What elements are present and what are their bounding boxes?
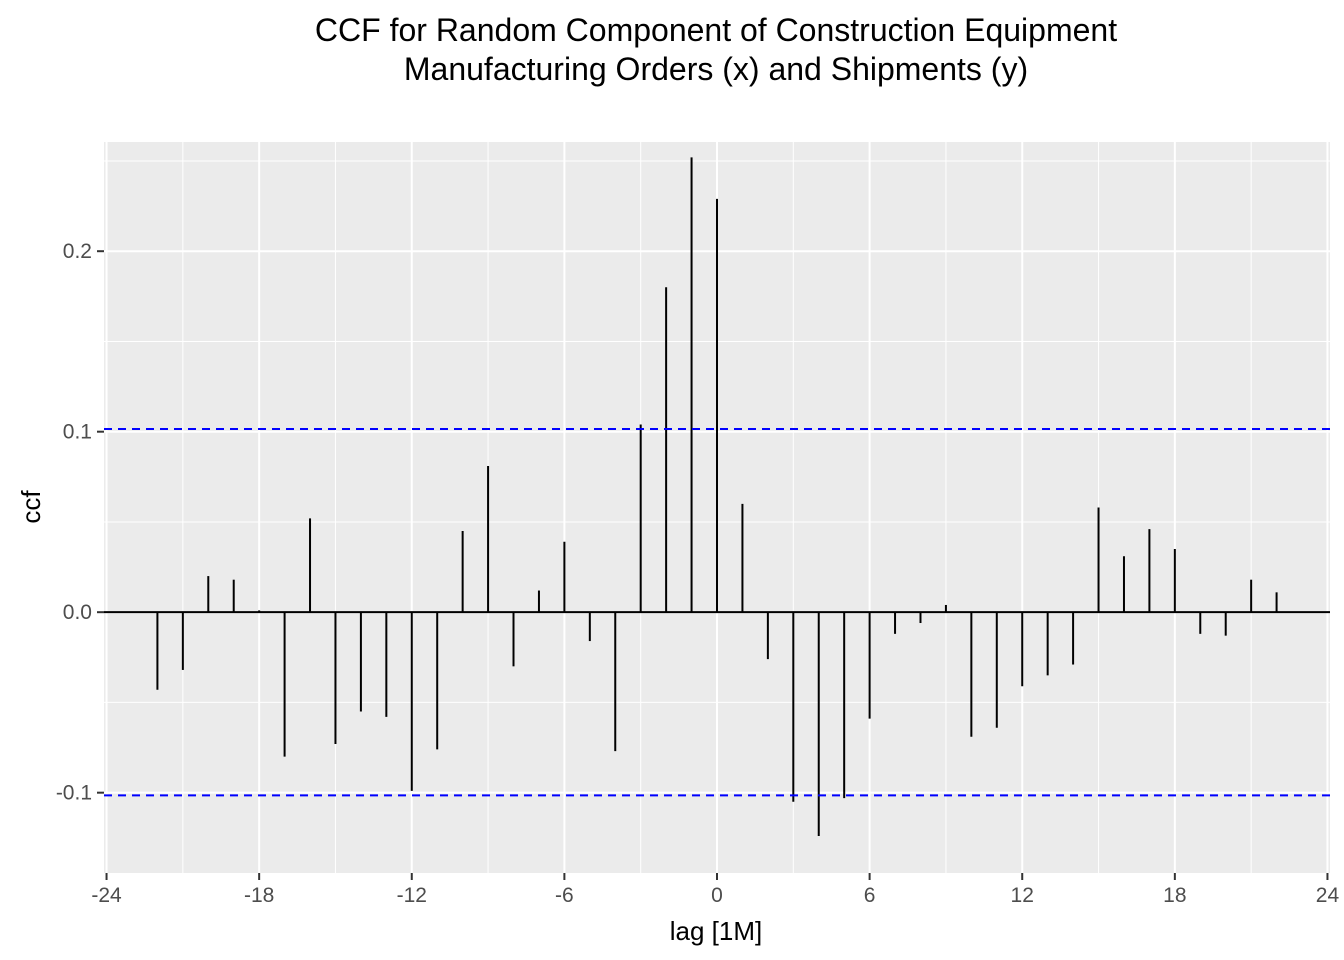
x-tick-label: 18 [1163, 884, 1186, 907]
y-axis-ticks: -0.1 0.0 0.1 0.2 [56, 240, 104, 805]
y-tick-label: 0.1 [63, 421, 92, 444]
x-tick-label: 0 [711, 884, 723, 907]
chart-title-line-2: Manufacturing Orders (x) and Shipments (… [404, 51, 1028, 87]
chart-title-line-1: CCF for Random Component of Construction… [315, 12, 1117, 48]
x-tick-label: 24 [1316, 884, 1340, 907]
y-axis-title: ccf [16, 490, 46, 524]
y-tick-label: -0.1 [56, 782, 92, 805]
x-tick-label: -18 [244, 884, 274, 907]
x-tick-label: 6 [864, 884, 876, 907]
x-axis-ticks: -24 -18 -12 -6 0 6 12 18 24 [91, 873, 1339, 907]
x-tick-label: -24 [91, 884, 122, 907]
ccf-bars [104, 157, 1330, 836]
y-tick-label: 0.2 [63, 240, 92, 263]
x-tick-label: -12 [397, 884, 427, 907]
y-tick-label: 0.0 [63, 601, 92, 624]
x-tick-label: 12 [1011, 884, 1034, 907]
x-tick-label: -6 [555, 884, 574, 907]
x-axis-title: lag [1M] [670, 916, 763, 946]
